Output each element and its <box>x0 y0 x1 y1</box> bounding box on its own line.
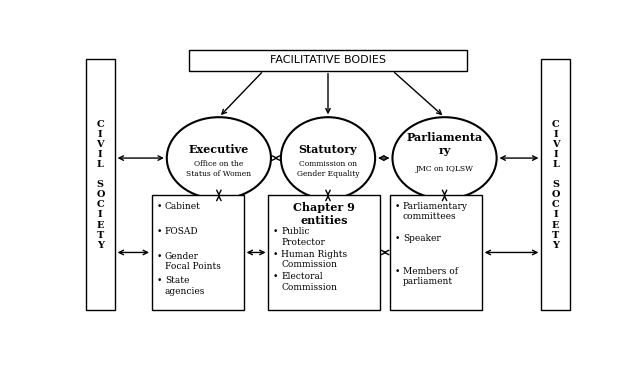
Text: Public
Protector: Public Protector <box>282 227 325 247</box>
Text: Members of
parliament: Members of parliament <box>403 267 458 286</box>
Text: Office on the
Status of Women: Office on the Status of Women <box>186 160 252 178</box>
Ellipse shape <box>392 117 497 199</box>
Text: Gender
Focal Points: Gender Focal Points <box>165 251 221 271</box>
Text: •: • <box>394 267 399 276</box>
Text: Chapter 9
entities: Chapter 9 entities <box>293 202 355 225</box>
Text: State
agencies: State agencies <box>165 276 205 296</box>
Text: •: • <box>156 251 161 261</box>
Text: Electoral
Commission: Electoral Commission <box>282 272 337 292</box>
Text: Statutory: Statutory <box>299 144 357 155</box>
FancyBboxPatch shape <box>86 59 115 310</box>
Text: •: • <box>273 272 278 281</box>
Text: Cabinet: Cabinet <box>165 202 201 211</box>
FancyBboxPatch shape <box>152 195 244 310</box>
Text: •: • <box>273 250 278 259</box>
Text: FACILITATIVE BODIES: FACILITATIVE BODIES <box>270 55 386 65</box>
Text: •: • <box>156 202 161 211</box>
Text: Commission on
Gender Equality: Commission on Gender Equality <box>297 160 359 178</box>
Ellipse shape <box>281 117 375 199</box>
FancyBboxPatch shape <box>541 59 570 310</box>
Text: •: • <box>156 227 161 236</box>
Text: Executive: Executive <box>189 144 249 155</box>
FancyBboxPatch shape <box>269 195 380 310</box>
Text: Human Rights
Commission: Human Rights Commission <box>282 250 348 269</box>
Text: Parliamenta
ry: Parliamenta ry <box>406 132 483 156</box>
Ellipse shape <box>167 117 271 199</box>
FancyBboxPatch shape <box>390 195 482 310</box>
Text: C
I
V
I
L
 
S
O
C
I
E
T
Y: C I V I L S O C I E T Y <box>96 120 104 250</box>
Text: •: • <box>394 234 399 243</box>
Text: •: • <box>156 276 161 285</box>
Text: Parliamentary
committees: Parliamentary committees <box>403 202 468 221</box>
Text: •: • <box>273 227 278 236</box>
FancyBboxPatch shape <box>189 49 467 71</box>
Text: FOSAD: FOSAD <box>165 227 198 236</box>
Text: C
I
V
I
L
 
S
O
C
I
E
T
Y: C I V I L S O C I E T Y <box>552 120 560 250</box>
Text: •: • <box>394 202 399 211</box>
Text: Speaker: Speaker <box>403 234 441 243</box>
Text: JMC on IQLSW: JMC on IQLSW <box>415 165 474 173</box>
